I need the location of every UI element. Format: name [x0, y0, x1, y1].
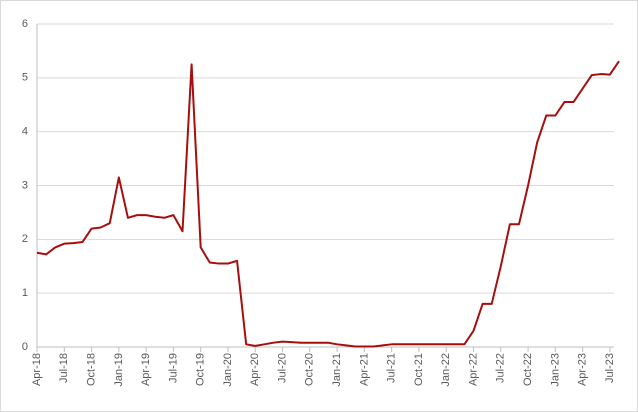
x-tick-label: Apr-21 — [358, 353, 370, 386]
x-tick-label: Apr-18 — [31, 353, 43, 386]
x-tick-label: Jul-22 — [495, 353, 507, 383]
x-tick-label: Oct-22 — [522, 353, 534, 386]
x-tick-label: Oct-20 — [304, 353, 316, 386]
x-tick-label: Oct-19 — [195, 353, 207, 386]
x-tick-label: Jul-18 — [58, 353, 70, 383]
x-tick-label: Jan-19 — [113, 353, 125, 387]
x-tick-label: Jul-20 — [276, 353, 288, 383]
x-tick-label: Jul-19 — [167, 353, 179, 383]
y-tick-label: 5 — [22, 72, 28, 84]
x-tick-label: Oct-21 — [413, 353, 425, 386]
x-tick-label: Jan-23 — [549, 353, 561, 387]
y-tick-label: 6 — [22, 18, 28, 30]
x-tick-label: Jan-22 — [440, 353, 452, 387]
y-tick-label: 0 — [22, 341, 28, 353]
y-tick-label: 1 — [22, 287, 28, 299]
x-tick-label: Jul-23 — [604, 353, 616, 383]
x-tick-label: Jan-21 — [331, 353, 343, 387]
x-tick-label: Jul-21 — [386, 353, 398, 383]
x-tick-label: Apr-19 — [140, 353, 152, 386]
x-tick-label: Apr-20 — [249, 353, 261, 386]
y-tick-label: 2 — [22, 233, 28, 245]
series-line — [36, 60, 620, 348]
x-tick-label: Jan-20 — [222, 353, 234, 387]
x-tick-label: Apr-22 — [467, 353, 479, 386]
x-tick-label: Apr-23 — [577, 353, 589, 386]
y-tick-label: 4 — [22, 126, 28, 138]
x-tick-label: Oct-18 — [85, 353, 97, 386]
y-tick-label: 3 — [22, 179, 28, 191]
